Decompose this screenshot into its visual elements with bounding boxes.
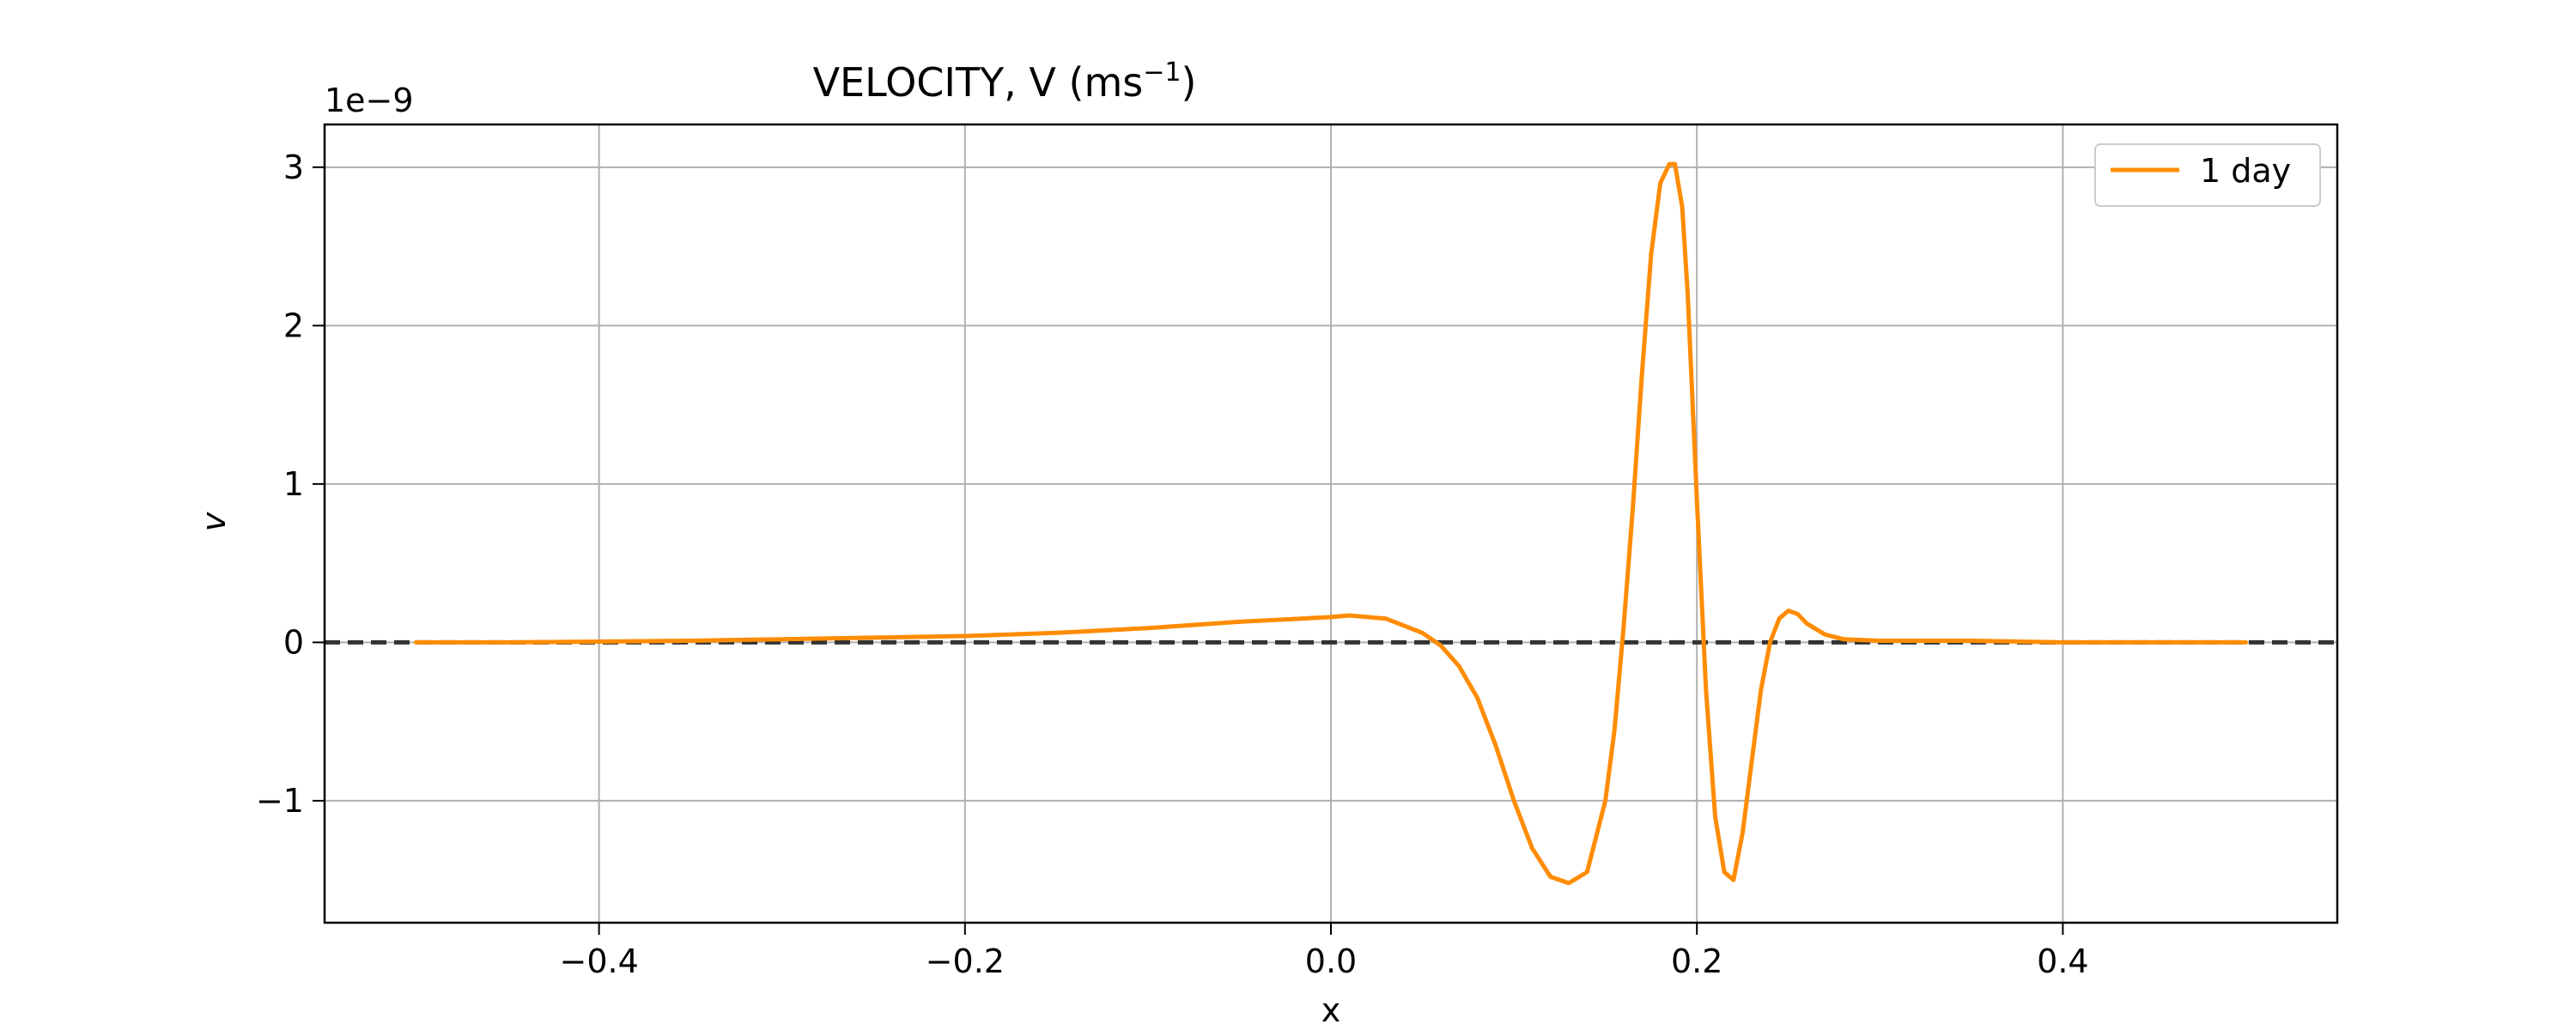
- y-tick-label: 2: [283, 306, 304, 344]
- x-tick-label: 0.4: [2037, 942, 2088, 980]
- y-tick-label: 1: [283, 465, 304, 503]
- x-tick-label: −0.2: [926, 942, 1005, 980]
- y-tick-label: 3: [283, 148, 304, 186]
- x-tick-label: 0.0: [1305, 942, 1357, 980]
- legend-label-1-day: 1 day: [2200, 152, 2291, 190]
- legend-box: [2094, 143, 2321, 207]
- chart-title: VELOCITY, V (ms−1): [813, 58, 1197, 106]
- y-axis-ticks: −1 0 1 2 3: [256, 148, 325, 820]
- y-tick-label: 0: [283, 623, 304, 661]
- x-tick-label: 0.2: [1671, 942, 1722, 980]
- grid: [325, 124, 2337, 923]
- x-axis-ticks: −0.4 −0.2 0.0 0.2 0.4: [559, 923, 2089, 980]
- series-layer: [414, 161, 2248, 886]
- legend: 1 day: [2094, 143, 2321, 207]
- y-offset-label: 1e−9: [325, 82, 414, 119]
- chart-title-superscript: −1: [1143, 58, 1181, 88]
- y-tick-label: −1: [256, 782, 304, 820]
- x-axis-label: x: [1321, 991, 1341, 1029]
- chart-title-suffix: ): [1181, 59, 1196, 106]
- chart-title-main: VELOCITY, V (ms: [813, 59, 1144, 106]
- x-tick-label: −0.4: [559, 942, 638, 980]
- y-axis-label: v: [195, 512, 233, 531]
- series-line-1-day: [414, 161, 2248, 886]
